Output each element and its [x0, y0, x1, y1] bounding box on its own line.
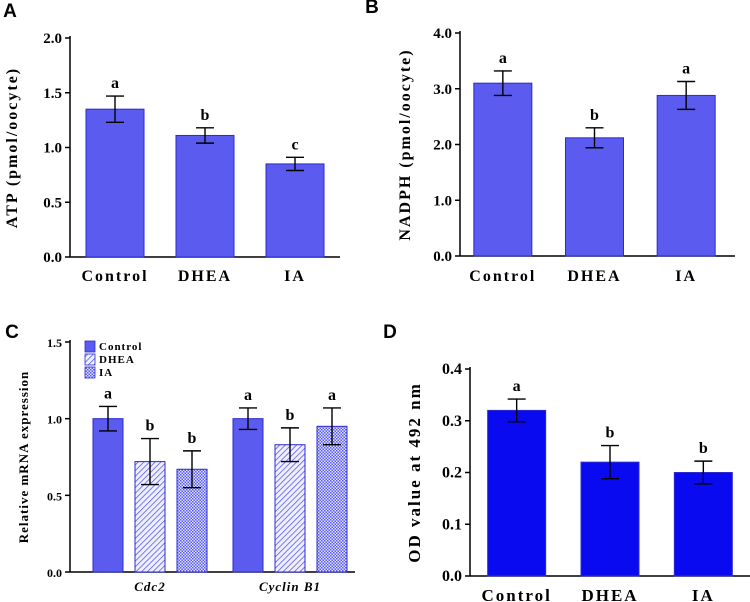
- significance-letter: b: [146, 418, 155, 435]
- legend-entry: DHEA: [99, 354, 135, 366]
- y-tick-label: 0.0: [442, 568, 462, 585]
- bar: [673, 472, 733, 577]
- panel-label: A: [3, 1, 17, 22]
- significance-letter: b: [590, 107, 599, 124]
- significance-letter: a: [513, 378, 521, 395]
- y-tick-label: 0.3: [442, 413, 462, 430]
- significance-letter: b: [699, 440, 708, 457]
- bar: [175, 134, 235, 258]
- bar: [565, 137, 624, 257]
- x-category-label: Cdc2: [134, 579, 165, 594]
- y-tick-label: 2.0: [433, 138, 452, 154]
- x-category-label: DHEA: [178, 268, 232, 285]
- panel-c-chart: C 0.0 0.5 1.0 1.5 Relative mRNA expression a b b…: [5, 322, 355, 594]
- x-category-label: IA: [692, 586, 715, 602]
- bar: [656, 94, 716, 257]
- x-category-label: IA: [284, 268, 306, 285]
- bar: [316, 425, 348, 573]
- y-tick-label: 0.5: [43, 195, 62, 211]
- legend-swatch: [84, 340, 96, 353]
- significance-letter: b: [286, 407, 295, 424]
- bar: [92, 418, 124, 573]
- y-tick-label: 1.0: [433, 193, 452, 209]
- significance-letter: a: [244, 387, 252, 404]
- bar: [274, 444, 306, 573]
- x-category-label: IA: [675, 268, 697, 285]
- bar: [85, 108, 145, 258]
- x-category-label: Control: [81, 268, 148, 285]
- y-axis-label: ATP (pmol/oocyte): [4, 67, 21, 228]
- y-tick-label: 0.4: [442, 361, 462, 378]
- panel-d-chart: D 0.0 0.1 0.2 0.3 0.4 OD value at 492 nm a Contr…: [383, 322, 750, 602]
- panel-label: D: [383, 322, 397, 343]
- significance-letter: b: [201, 107, 210, 124]
- y-tick-label: 2.0: [43, 31, 62, 47]
- significance-letter: a: [682, 61, 690, 78]
- bar: [232, 418, 264, 573]
- y-tick-label: 0.0: [43, 250, 62, 266]
- x-category-label: Control: [481, 586, 551, 602]
- y-axis-label: Relative mRNA expression: [16, 371, 31, 544]
- x-category-label: Control: [469, 268, 536, 285]
- y-tick-label: 3.0: [433, 82, 452, 98]
- x-category-label: DHEA: [567, 268, 621, 285]
- bar: [265, 163, 325, 258]
- y-tick-label: 1.5: [43, 86, 62, 102]
- significance-letter: a: [104, 385, 112, 402]
- y-tick-label: 0.2: [442, 465, 462, 482]
- bar: [580, 461, 640, 577]
- y-tick-label: 1.0: [43, 141, 62, 157]
- x-category-label: Cyclin B1: [259, 579, 321, 594]
- legend-swatch: [84, 353, 96, 366]
- significance-letter: a: [111, 75, 119, 92]
- y-tick-label: 0.0: [47, 566, 62, 580]
- significance-letter: a: [328, 387, 336, 404]
- panel-label: C: [5, 322, 19, 343]
- y-tick-label: 0.0: [433, 249, 452, 265]
- x-category-label: DHEA: [581, 586, 638, 602]
- significance-letter: b: [188, 430, 197, 447]
- panel-label: B: [365, 0, 379, 18]
- significance-letter: b: [606, 425, 615, 442]
- significance-letter: c: [291, 136, 298, 153]
- y-tick-label: 1.5: [47, 336, 62, 350]
- y-axis-label: NADPH (pmol/oocyte): [397, 48, 414, 240]
- legend-entry: Control: [99, 341, 142, 353]
- y-tick-label: 4.0: [433, 26, 452, 42]
- panel-a-chart: A 0.0 0.5 1.0 1.5 2.0 ATP (pmol/oocyte) a Contro…: [3, 1, 340, 285]
- panel-b-chart: B 0.0 1.0 2.0 3.0 4.0 NADPH (pmol/oocyte) a Cont…: [365, 0, 735, 285]
- legend-swatch: [84, 366, 96, 379]
- bar: [473, 82, 533, 257]
- y-tick-label: 0.1: [442, 516, 462, 533]
- bar: [487, 409, 547, 577]
- significance-letter: a: [499, 50, 507, 67]
- legend-entry: IA: [99, 367, 113, 379]
- y-tick-label: 0.5: [47, 489, 62, 503]
- y-axis-label: OD value at 492 nm: [405, 382, 424, 563]
- y-tick-label: 1.0: [47, 413, 62, 427]
